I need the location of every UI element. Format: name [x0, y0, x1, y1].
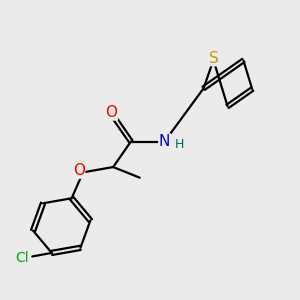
Text: O: O	[73, 163, 85, 178]
Text: O: O	[105, 105, 117, 120]
Text: S: S	[209, 51, 219, 66]
Text: N: N	[159, 134, 170, 149]
Text: Cl: Cl	[16, 251, 29, 265]
Text: H: H	[175, 138, 184, 151]
